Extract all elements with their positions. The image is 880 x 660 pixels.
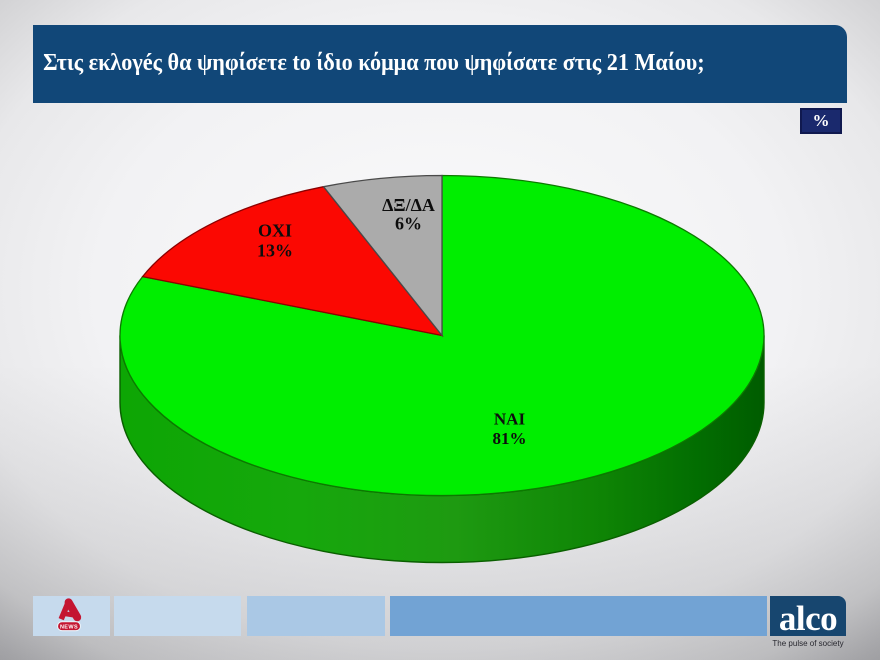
svg-text:ΟΧΙ: ΟΧΙ bbox=[258, 221, 292, 241]
svg-text:NEWS: NEWS bbox=[60, 625, 78, 631]
svg-text:13%: 13% bbox=[257, 241, 293, 261]
svg-text:ΝΑΙ: ΝΑΙ bbox=[494, 410, 526, 429]
svg-text:81%: 81% bbox=[493, 429, 527, 448]
svg-text:ΔΞ/ΔΑ: ΔΞ/ΔΑ bbox=[382, 195, 435, 215]
svg-text:6%: 6% bbox=[395, 214, 422, 234]
